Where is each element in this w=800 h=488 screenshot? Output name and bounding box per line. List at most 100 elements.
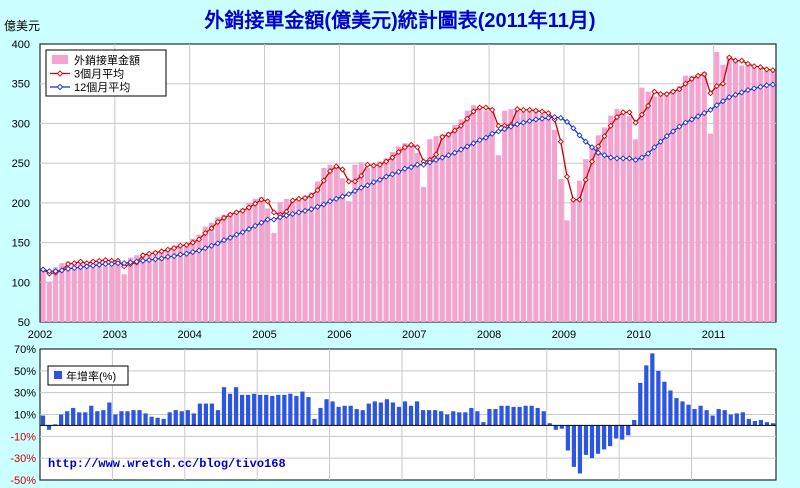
bar [564,220,570,322]
bar [258,197,264,322]
ma3-point [620,109,627,116]
ma12-point [414,161,421,168]
bar [53,267,59,322]
ma3-point [476,104,483,111]
ma12-point [152,256,159,263]
ma3-point [682,80,689,87]
ma12-point [626,155,633,162]
ma12-point [726,94,733,101]
ma3-point [582,176,589,183]
ma12-point [638,154,645,161]
ma3-point [121,263,128,270]
yoy-bar [179,411,184,426]
y-tick-label: 350 [12,79,30,91]
yoy-bar [505,405,510,426]
yoy-bar [306,397,311,426]
bar [302,195,308,322]
ma3-point [451,127,458,134]
ma3-point [414,144,421,151]
ma12-point [202,245,209,252]
bottom-legend [47,365,129,386]
yoy-bar [770,423,776,426]
yoy-bar [65,411,70,426]
yoy-bar [523,405,528,426]
ma12-point [520,119,527,126]
ma12-point [139,257,146,264]
ma12-point [102,260,109,268]
ma12-point [320,201,327,208]
yoy-bar [143,413,148,426]
ma3-point [177,242,184,249]
ma12-point [283,212,290,219]
x-tick-label: 2003 [103,329,127,341]
bar [433,136,439,322]
x-tick-label: 2006 [327,329,351,341]
bar [140,253,146,322]
yoy-bar [674,398,679,426]
footer-url[interactable]: http://www.wretch.cc/blog/tivo168 [48,457,286,471]
yoy-bar [445,414,450,426]
ma3-point [139,252,146,259]
ma12-point [439,154,446,161]
y-tick-label: 300 [12,118,30,130]
ma12-point [426,159,433,166]
ma12-point [539,115,546,122]
yoy-bar [396,406,402,426]
ma12-point [732,91,739,98]
yoy-bar [692,409,697,426]
ma12-point [601,152,608,159]
bar [626,116,632,322]
yoy-bar [101,410,106,426]
ma12-point [71,264,78,272]
ma12-point [507,123,514,130]
ma12-point [663,133,670,140]
bar [732,61,739,323]
bar [508,109,514,322]
bottom-y-tick-label: -10% [10,431,36,443]
ma3-point [713,83,720,90]
bar [414,152,420,322]
ma12-point [701,110,708,117]
bar [689,75,695,323]
bar [458,119,464,322]
yoy-bar [270,395,275,426]
ma3-point [757,63,764,71]
bar [202,226,208,322]
yoy-bar [758,419,764,426]
yoy-bar [40,415,46,426]
bar [171,245,177,322]
ma3-point [651,88,658,95]
bar [327,164,333,322]
yoy-bar [493,409,498,426]
ma12-point [277,214,284,221]
ma12-point [744,87,751,94]
ma12-point [613,155,620,162]
bar [165,248,171,322]
yoy-bar [83,412,88,426]
bar [670,89,676,322]
ma12-point [339,193,346,200]
bar [570,198,576,322]
yoy-bar [764,422,770,426]
yoy-bar [239,394,245,426]
yoy-bar [463,412,468,426]
ma3-point [339,166,346,173]
bar [271,233,277,322]
ma3-point [183,241,190,248]
x-tick-label: 2005 [252,329,276,341]
x-tick-label: 2009 [552,329,576,341]
bottom-y-tick-label: 30% [14,388,36,400]
ma3-point [707,90,714,97]
bar [545,115,551,322]
yoy-bar [644,365,649,426]
ma12-point [189,249,196,256]
yoy-bar [288,393,293,426]
bar [315,181,321,322]
y-tick-label: 250 [12,158,30,170]
bar [452,125,458,322]
yoy-bar [728,414,733,426]
bar [739,65,745,323]
ma12-point [114,260,122,267]
legend-swatch-yoy [54,371,62,379]
ma3-point [732,57,739,64]
